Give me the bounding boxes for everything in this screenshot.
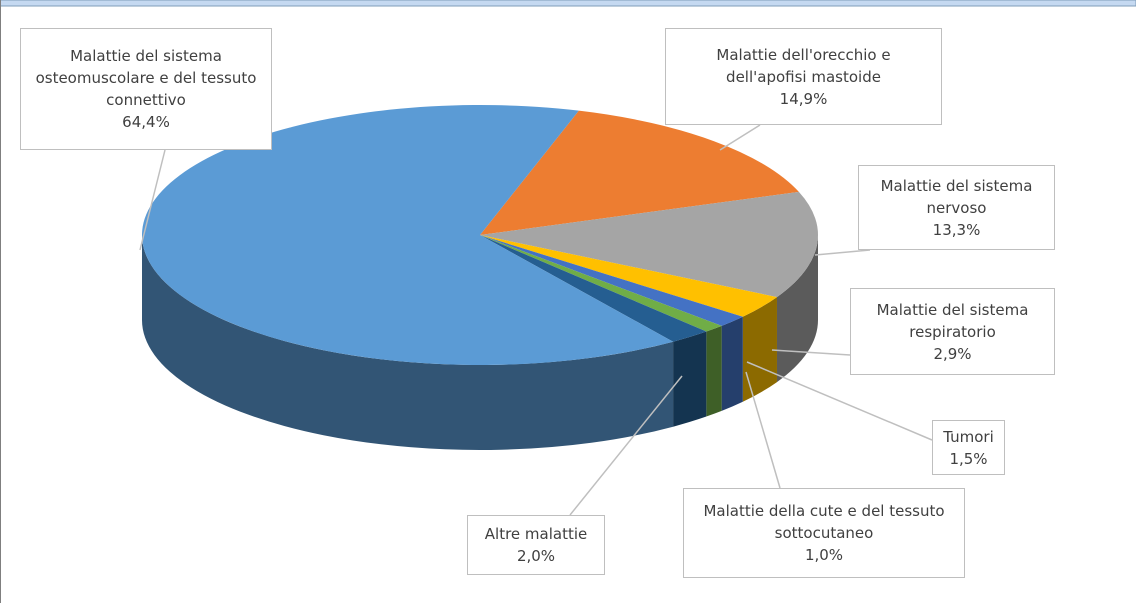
slice-side [673,331,707,427]
category-label: Malattie dell'orecchio e dell'apofisi ma… [716,45,891,86]
value-label: 2,0% [516,547,556,565]
data-callout: Tumori 1,5% [932,420,1005,475]
slice [480,110,799,235]
leader-line [771,349,851,356]
slice-side [721,316,743,411]
value-label: 14,9% [779,89,828,108]
category-label: Altre malattie [484,525,588,543]
slice [480,235,722,332]
data-callout: Altre malattie 2,0% [467,515,605,575]
value-label: 64,4% [122,113,170,131]
slice [480,235,707,342]
leader-line [569,375,683,516]
value-label: 13,3% [932,220,981,239]
category-label: Malattie del sistema respiratorio [876,300,1029,341]
category-label: Tumori [943,427,994,446]
category-label: Malattie della cute e del tessuto sottoc… [703,502,945,542]
slice [480,191,819,298]
value-label: 2,9% [933,344,972,363]
data-callout: Malattie del sistema respiratorio 2,9% [850,288,1055,375]
leader-line [814,249,871,256]
slice-side [142,235,674,451]
value-label: 1,0% [804,546,844,564]
value-label: 1,5% [949,449,988,468]
leader-line [719,124,761,151]
category-label: Malattie del sistema osteomuscolare e de… [35,47,257,109]
leader-line [745,371,781,489]
top-bar [0,0,1136,7]
data-callout: Malattie della cute e del tessuto sottoc… [683,488,965,578]
data-callout: Malattie del sistema osteomuscolare e de… [20,28,272,150]
leader-line [746,361,933,441]
data-callout: Malattie del sistema nervoso 13,3% [858,165,1055,250]
slice [480,235,743,326]
leader-line [139,149,166,251]
slice-side [776,235,818,383]
data-callout: Malattie dell'orecchio e dell'apofisi ma… [665,28,942,125]
slice-side [742,297,777,402]
slice-side [706,325,722,417]
category-label: Malattie del sistema nervoso [880,176,1033,217]
slice [480,235,777,317]
slice [142,104,674,365]
